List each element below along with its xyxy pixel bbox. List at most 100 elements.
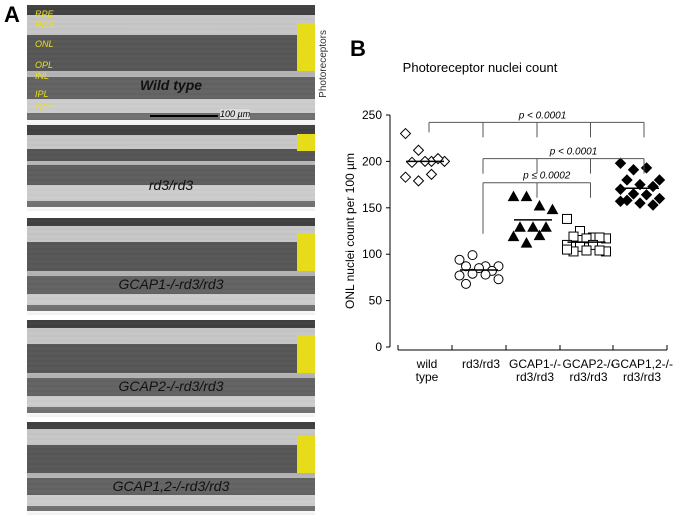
y-tick-label: 150 bbox=[362, 201, 382, 215]
data-point bbox=[621, 174, 633, 186]
chart-title: Photoreceptor nuclei count bbox=[403, 60, 558, 75]
data-point bbox=[581, 245, 592, 256]
y-tick-label: 0 bbox=[375, 340, 382, 354]
data-point bbox=[601, 233, 611, 244]
data-point bbox=[594, 232, 605, 243]
x-tick-label: wild bbox=[416, 357, 438, 371]
data-point bbox=[546, 203, 559, 215]
data-point bbox=[614, 195, 627, 208]
data-point bbox=[575, 241, 585, 252]
photoreceptor-highlight bbox=[297, 435, 315, 474]
x-tick-label: GCAP2-/- bbox=[562, 357, 614, 371]
genotype-label: GCAP1,2-/-rd3/rd3 bbox=[112, 477, 230, 494]
data-point bbox=[647, 180, 659, 193]
data-point bbox=[520, 237, 533, 248]
panel-a-letter: A bbox=[4, 2, 20, 27]
data-point bbox=[425, 155, 438, 168]
data-point bbox=[474, 263, 484, 274]
data-point bbox=[647, 199, 659, 211]
x-tick-label: type bbox=[416, 370, 439, 384]
genotype-label: rd3/rd3 bbox=[148, 176, 194, 193]
data-point bbox=[653, 174, 666, 186]
y-tick-label: 50 bbox=[369, 294, 383, 308]
panel-b-letter: B bbox=[350, 36, 366, 61]
data-point bbox=[594, 245, 605, 256]
layer-label: IPL bbox=[35, 89, 49, 99]
data-point bbox=[454, 270, 465, 281]
data-point bbox=[581, 233, 592, 244]
data-point bbox=[438, 155, 451, 168]
data-point bbox=[568, 246, 579, 257]
data-point bbox=[461, 278, 471, 289]
y-tick-label: 200 bbox=[362, 154, 382, 168]
layer-label: GCL bbox=[35, 102, 54, 112]
x-tick-label: rd3/rd3 bbox=[623, 370, 661, 384]
x-tick-label: GCAP1-/- bbox=[509, 357, 561, 371]
data-point bbox=[493, 274, 504, 285]
data-point bbox=[467, 268, 478, 279]
data-point bbox=[614, 183, 627, 195]
data-point bbox=[540, 221, 552, 232]
y-axis-label: ONL nuclei count per 100 µm bbox=[343, 153, 357, 309]
data-point bbox=[493, 261, 504, 272]
scale-bar bbox=[150, 115, 218, 117]
data-point bbox=[588, 232, 598, 243]
photoreceptor-highlight bbox=[297, 23, 315, 71]
data-point bbox=[640, 189, 653, 201]
data-point bbox=[487, 265, 497, 276]
scale-bar-label: 100 µm bbox=[220, 109, 251, 119]
p-value-label: p < 0.0001 bbox=[549, 147, 598, 158]
data-point bbox=[527, 221, 539, 232]
retina-section-image: GCAP2-/-rd3/rd3 bbox=[27, 320, 315, 417]
data-point bbox=[412, 175, 425, 187]
photoreceptors-label: Photoreceptors bbox=[318, 30, 329, 98]
data-point bbox=[562, 244, 572, 255]
retina-section-image: Wild type RPE ROS ONL OPL INL IPL GCL 100 µm bbox=[27, 5, 315, 125]
data-point bbox=[467, 250, 478, 261]
layer-label: ROS bbox=[35, 20, 55, 30]
layer-label: ONL bbox=[35, 39, 54, 49]
retina-section-image: GCAP1,2-/-rd3/rd3 bbox=[27, 422, 315, 515]
data-point bbox=[533, 199, 546, 211]
data-point bbox=[533, 229, 546, 241]
data-point bbox=[653, 192, 666, 205]
data-point bbox=[562, 213, 572, 224]
photoreceptor-highlight bbox=[297, 133, 315, 151]
data-point bbox=[480, 269, 491, 280]
genotype-label: GCAP1-/-rd3/rd3 bbox=[118, 276, 224, 293]
photoreceptor-highlight bbox=[297, 334, 315, 374]
layer-label: RPE bbox=[35, 9, 54, 19]
data-point bbox=[406, 156, 418, 169]
data-point bbox=[634, 197, 646, 209]
data-point bbox=[562, 239, 572, 250]
data-point bbox=[627, 188, 640, 200]
p-value-label: p < 0.0001 bbox=[518, 110, 567, 121]
y-tick-label: 250 bbox=[362, 108, 382, 122]
data-point bbox=[399, 171, 412, 183]
data-point bbox=[601, 246, 611, 257]
data-point bbox=[454, 254, 465, 265]
x-tick-label: rd3/rd3 bbox=[569, 370, 607, 384]
data-point bbox=[640, 162, 653, 174]
layer-label: OPL bbox=[35, 60, 54, 70]
data-point bbox=[568, 231, 579, 242]
data-point bbox=[461, 261, 471, 272]
genotype-label: Wild type bbox=[139, 77, 203, 93]
p-value-label: p ≤ 0.0002 bbox=[522, 171, 571, 182]
data-point bbox=[432, 152, 444, 165]
y-tick-label: 100 bbox=[362, 247, 382, 261]
x-tick-label: GCAP1,2-/- bbox=[611, 357, 673, 371]
data-point bbox=[627, 164, 640, 176]
data-point bbox=[514, 221, 526, 232]
data-point bbox=[621, 194, 633, 207]
data-point bbox=[507, 230, 520, 242]
layer-label: INL bbox=[35, 71, 50, 81]
x-tick-label: rd3/rd3 bbox=[516, 370, 554, 384]
photoreceptor-highlight bbox=[297, 232, 315, 272]
data-point bbox=[480, 261, 491, 272]
data-point bbox=[507, 190, 520, 202]
data-point bbox=[399, 127, 412, 140]
data-point bbox=[425, 168, 438, 181]
data-point bbox=[520, 190, 533, 202]
data-point bbox=[614, 157, 627, 169]
